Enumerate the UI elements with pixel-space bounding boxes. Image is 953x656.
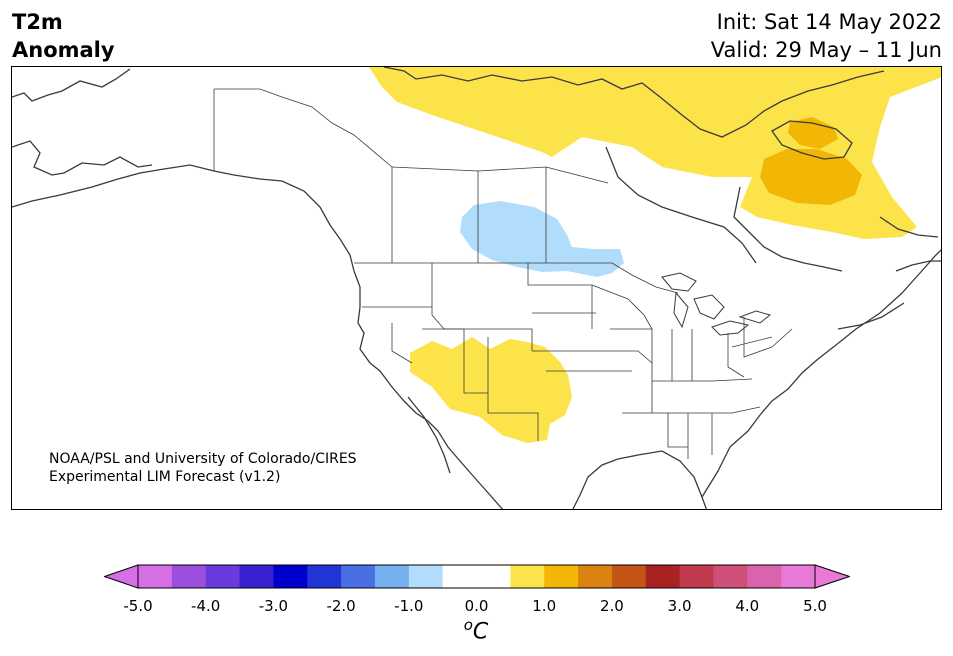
anomaly-shading [369,67,941,443]
colorbar-tick-label: 0.0 [464,597,489,615]
cool-anomaly-prairies [460,201,624,277]
unit-label: oC [464,616,489,644]
colorbar-over-triangle [814,564,852,589]
map-canvas [12,67,941,509]
colorbar-segment [476,565,511,588]
colorbar-under-triangle [102,564,139,589]
colorbar-segment [205,565,240,588]
forecast-dates: Init: Sat 14 May 2022 Valid: 29 May – 11… [711,8,942,64]
init-date: Init: Sat 14 May 2022 [716,10,942,34]
colorbar-tick-label: 4.0 [735,597,760,615]
title-line-1: T2m [12,10,63,34]
colorbar-segment [713,565,748,588]
colorbar-tick-label: 2.0 [599,597,624,615]
colorbar-tick-label: -5.0 [123,597,153,615]
valid-dates: Valid: 29 May – 11 Jun [710,38,942,62]
colorbar-segment [781,565,816,588]
colorbar-segment [578,565,613,588]
anomaly-map [11,66,942,510]
colorbar-segment [611,565,647,588]
map-title: T2m Anomaly [12,8,115,64]
colorbar-tick-label: -4.0 [191,597,221,615]
warm-anomaly-core-north [788,117,838,149]
colorbar-segment [645,565,680,588]
coastlines [12,67,941,509]
title-line-2: Anomaly [12,38,115,62]
colorbar-segment [747,565,782,588]
colorbar-ticks: -5.0 -4.0 -3.0 -2.0 -1.0 0.0 1.0 2.0 3.0 4.0 5.0 [0,597,953,617]
colorbar-segment [138,565,173,588]
colorbar-segment [679,565,714,588]
warm-anomaly-southwest [410,337,572,443]
colorbar [102,564,852,594]
borders [213,88,793,459]
colorbar-segment [510,565,545,588]
colorbar-tick-label: -1.0 [394,597,424,615]
degree-symbol: o [463,616,473,634]
colorbar-outline [137,564,816,589]
credit-text: NOAA/PSL and University of Colorado/CIRE… [49,450,357,486]
colorbar-tick-label: -3.0 [258,597,289,615]
colorbar-segments [138,565,816,588]
colorbar-svg [102,564,852,589]
colorbar-segment [374,565,410,588]
unit-base: C [472,619,489,645]
credit-line-1: NOAA/PSL and University of Colorado/CIRE… [49,451,357,467]
colorbar-segment [273,565,308,588]
colorbar-segment [239,565,274,588]
lakes [661,272,772,336]
colorbar-segment [544,565,579,588]
colorbar-segment [341,565,376,588]
colorbar-segment [171,565,207,588]
colorbar-tick-label: 5.0 [803,597,827,615]
colorbar-segment [307,565,342,588]
colorbar-tick-label: -2.0 [326,597,356,615]
credit-line-2: Experimental LIM Forecast (v1.2) [49,469,281,485]
warm-anomaly-core-east [760,149,862,205]
colorbar-segment [408,565,444,588]
colorbar-tick-label: 3.0 [667,597,692,615]
colorbar-segment [442,565,477,588]
colorbar-tick-label: 1.0 [532,597,557,615]
